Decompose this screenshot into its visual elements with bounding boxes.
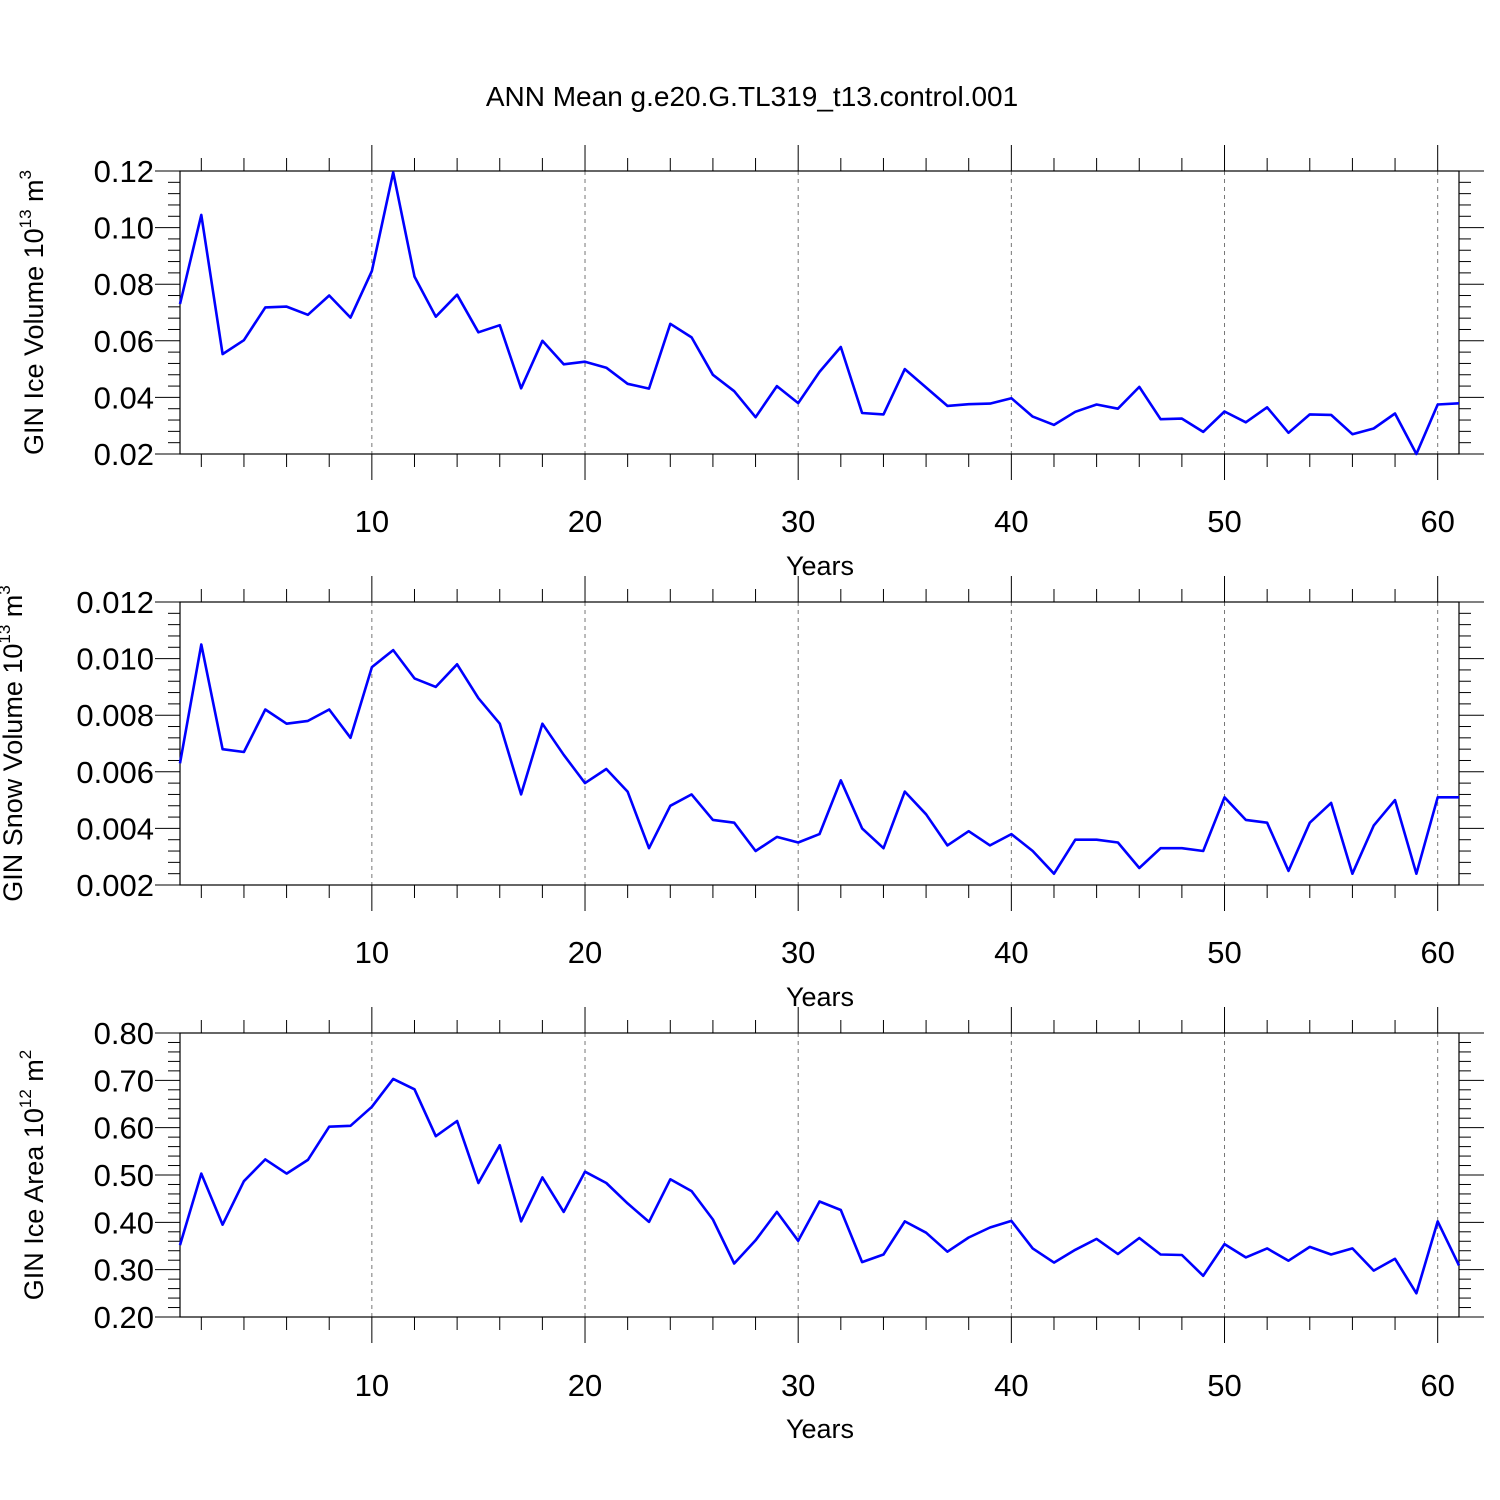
x-tick-label: 20 — [568, 504, 602, 539]
panels: 0.02 0.04 0.06 0.08 0.10 0.12 10 20 30 40 50 60 Year… — [0, 145, 1484, 1444]
x-tick-label: 10 — [355, 935, 389, 970]
y-tick-label: 0.02 — [94, 437, 154, 472]
x-tick-label: 40 — [994, 1368, 1028, 1403]
x-tick-label: 30 — [781, 935, 815, 970]
y-tick-label: 0.50 — [94, 1158, 154, 1193]
y-tick-label: 0.70 — [94, 1063, 154, 1098]
y-axis-label: GIN Snow Volume 1013 m3 — [0, 585, 28, 902]
y-tick-label: 0.012 — [76, 585, 154, 620]
x-tick-label: 20 — [568, 1368, 602, 1403]
x-tick-label: 50 — [1207, 1368, 1241, 1403]
y-tick-label: 0.40 — [94, 1205, 154, 1240]
y-axis-label: GIN Ice Volume 1013 m3 — [16, 170, 49, 455]
series-line — [178, 171, 1460, 456]
x-tick-label: 50 — [1207, 935, 1241, 970]
x-tick-label: 40 — [994, 504, 1028, 539]
series-line — [178, 643, 1459, 876]
plot-frame — [179, 601, 1460, 886]
x-tick-label: 30 — [781, 504, 815, 539]
x-tick-label: 10 — [355, 1368, 389, 1403]
y-tick-label: 0.04 — [94, 380, 154, 415]
panel-2: 0.002 0.004 0.006 0.008 0.010 0.012 10 20 30 40 50… — [0, 576, 1484, 1012]
x-axis-label: Years — [786, 1414, 854, 1444]
y-tick-label: 0.08 — [94, 267, 154, 302]
x-tick-label: 60 — [1420, 504, 1454, 539]
y-tick-label: 0.10 — [94, 211, 154, 246]
y-tick-label: 0.80 — [94, 1016, 154, 1051]
y-tick-label: 0.008 — [76, 698, 154, 733]
x-tick-label: 30 — [781, 1368, 815, 1403]
panel-3: 0.20 0.30 0.40 0.50 0.60 0.70 0.80 10 20 30 40 50 60… — [16, 1007, 1484, 1444]
x-tick-label: 50 — [1207, 504, 1241, 539]
x-tick-label: 60 — [1420, 935, 1454, 970]
y-axis-label: GIN Ice Area 1012 m2 — [16, 1050, 49, 1301]
y-tick-label: 0.60 — [94, 1111, 154, 1146]
x-tick-label: 20 — [568, 935, 602, 970]
x-axis-label: Years — [786, 982, 854, 1012]
y-tick-label: 0.004 — [76, 811, 154, 846]
x-tick-label: 40 — [994, 935, 1028, 970]
y-tick-label: 0.30 — [94, 1253, 154, 1288]
y-tick-label: 0.006 — [76, 755, 154, 790]
x-tick-label: 10 — [355, 504, 389, 539]
plot-frame — [179, 1032, 1460, 1318]
series-line — [178, 1077, 1461, 1295]
x-axis-label: Years — [786, 551, 854, 581]
y-tick-label: 0.002 — [76, 868, 154, 903]
y-tick-label: 0.06 — [94, 324, 154, 359]
figure-title: ANN Mean g.e20.G.TL319_t13.control.001 — [486, 81, 1018, 112]
y-tick-label: 0.20 — [94, 1300, 154, 1335]
plot-frame — [179, 170, 1460, 455]
y-tick-label: 0.12 — [94, 154, 154, 189]
panel-1: 0.02 0.04 0.06 0.08 0.10 0.12 10 20 30 40 50 60 Year… — [16, 145, 1484, 581]
x-tick-label: 60 — [1420, 1368, 1454, 1403]
y-tick-label: 0.010 — [76, 642, 154, 677]
